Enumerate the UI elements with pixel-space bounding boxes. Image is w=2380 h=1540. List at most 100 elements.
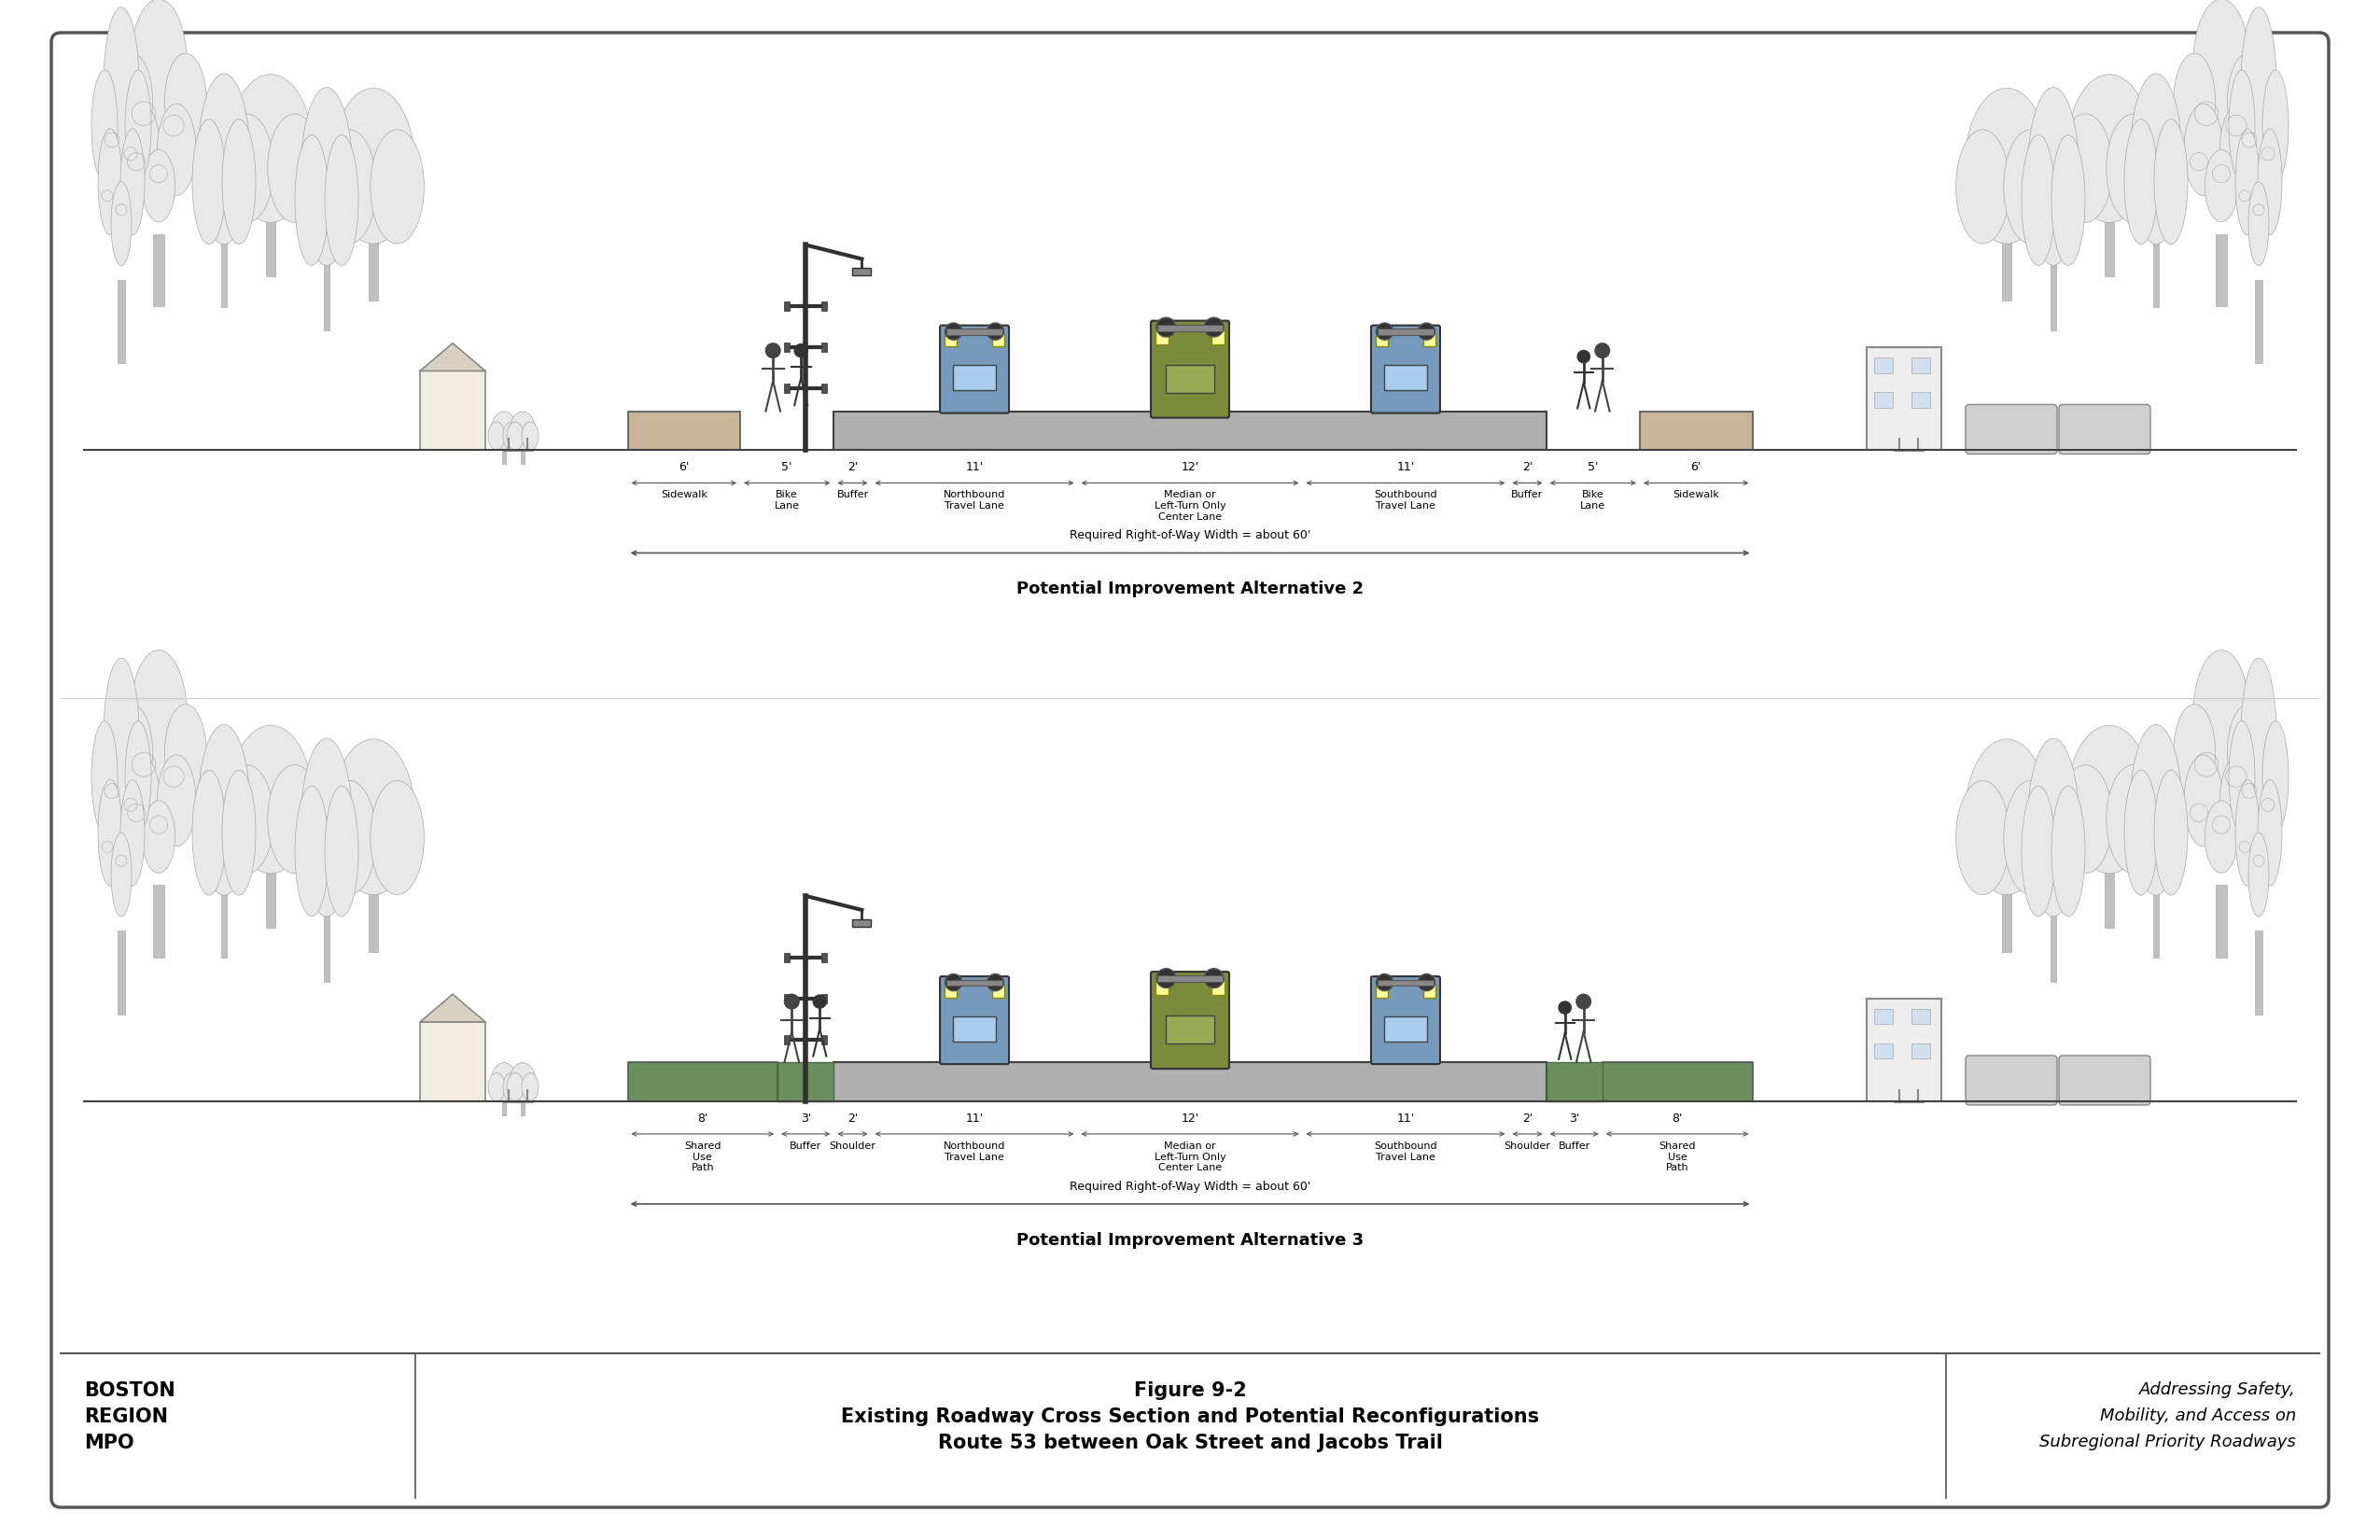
Text: 11': 11' (966, 1112, 983, 1124)
Bar (221, 226, 226, 306)
Ellipse shape (126, 721, 152, 833)
Bar (521, 1098, 524, 1115)
Bar (947, 979, 1002, 986)
Text: 11': 11' (1397, 462, 1414, 474)
Ellipse shape (324, 129, 376, 243)
Ellipse shape (198, 725, 250, 895)
FancyBboxPatch shape (940, 976, 1009, 1064)
Bar (785, 343, 790, 353)
Ellipse shape (490, 411, 516, 450)
Bar (1866, 348, 1942, 450)
Circle shape (1157, 969, 1176, 989)
Ellipse shape (2249, 182, 2268, 266)
Bar (2254, 280, 2263, 363)
Ellipse shape (490, 1063, 516, 1101)
Bar (992, 334, 1004, 346)
Bar (1154, 981, 1169, 995)
Bar (2154, 878, 2159, 958)
Circle shape (945, 323, 962, 340)
Bar (1873, 357, 1892, 373)
FancyBboxPatch shape (1152, 320, 1228, 417)
Bar (2049, 899, 2056, 981)
Text: Shoulder: Shoulder (828, 1141, 876, 1150)
Text: 2': 2' (1523, 462, 1533, 474)
Bar (2104, 208, 2113, 277)
Ellipse shape (221, 770, 255, 895)
Text: 2': 2' (847, 1112, 857, 1124)
Ellipse shape (521, 422, 538, 450)
Circle shape (945, 973, 962, 990)
Polygon shape (419, 343, 486, 371)
FancyBboxPatch shape (1371, 325, 1440, 413)
Bar (2002, 228, 2011, 300)
Bar (945, 986, 957, 998)
Ellipse shape (121, 779, 145, 885)
Ellipse shape (219, 765, 274, 873)
Ellipse shape (509, 411, 536, 450)
Bar (419, 371, 486, 450)
Bar (821, 993, 828, 1003)
Ellipse shape (300, 88, 352, 265)
Circle shape (814, 995, 826, 1009)
Ellipse shape (1966, 739, 2049, 895)
Text: 5': 5' (781, 462, 793, 474)
Bar (2049, 248, 2056, 331)
Ellipse shape (324, 785, 359, 916)
Bar (1911, 393, 1930, 408)
Ellipse shape (2221, 755, 2259, 847)
Ellipse shape (2204, 149, 2237, 222)
Bar (852, 268, 871, 276)
Text: Buffer: Buffer (1559, 1141, 1590, 1150)
Ellipse shape (112, 54, 152, 149)
Circle shape (1157, 317, 1176, 337)
Bar (852, 919, 871, 927)
Ellipse shape (371, 129, 424, 243)
Ellipse shape (131, 650, 188, 782)
Text: Bike
Lane: Bike Lane (1580, 490, 1606, 511)
Ellipse shape (2052, 136, 2085, 265)
Ellipse shape (2059, 765, 2113, 873)
Bar (419, 1023, 486, 1101)
Text: 8': 8' (1673, 1112, 1683, 1124)
Circle shape (1418, 323, 1435, 340)
Bar (1873, 1009, 1892, 1024)
Text: 2': 2' (1523, 1112, 1533, 1124)
Bar (1602, 1063, 1752, 1101)
Ellipse shape (228, 725, 312, 873)
Text: 5': 5' (1587, 462, 1599, 474)
Bar (1866, 998, 1942, 1101)
Ellipse shape (143, 149, 176, 222)
Circle shape (1578, 351, 1590, 363)
Circle shape (1376, 973, 1392, 990)
Ellipse shape (2173, 54, 2216, 149)
Ellipse shape (507, 422, 524, 450)
Bar (1385, 1016, 1426, 1041)
Bar (2154, 226, 2159, 306)
Ellipse shape (331, 88, 414, 243)
Bar (628, 1063, 778, 1101)
Ellipse shape (90, 721, 117, 833)
Ellipse shape (143, 801, 176, 873)
Bar (1640, 411, 1752, 450)
Ellipse shape (157, 103, 195, 196)
Ellipse shape (2192, 0, 2249, 131)
Bar (821, 383, 828, 393)
Ellipse shape (2130, 725, 2182, 895)
Bar (778, 1063, 833, 1101)
Ellipse shape (2259, 129, 2282, 236)
Ellipse shape (2259, 779, 2282, 885)
Text: Buffer: Buffer (838, 490, 869, 500)
Ellipse shape (2204, 801, 2237, 873)
Bar (785, 302, 790, 311)
Ellipse shape (295, 136, 328, 265)
Text: Buffer: Buffer (1511, 490, 1542, 500)
Ellipse shape (2192, 650, 2249, 782)
Bar (1378, 979, 1433, 986)
Bar (1911, 357, 1930, 373)
Ellipse shape (2068, 725, 2152, 873)
Bar (1211, 981, 1226, 995)
Bar (2216, 234, 2228, 306)
Circle shape (1418, 973, 1435, 990)
Circle shape (766, 343, 781, 357)
Ellipse shape (98, 129, 121, 236)
